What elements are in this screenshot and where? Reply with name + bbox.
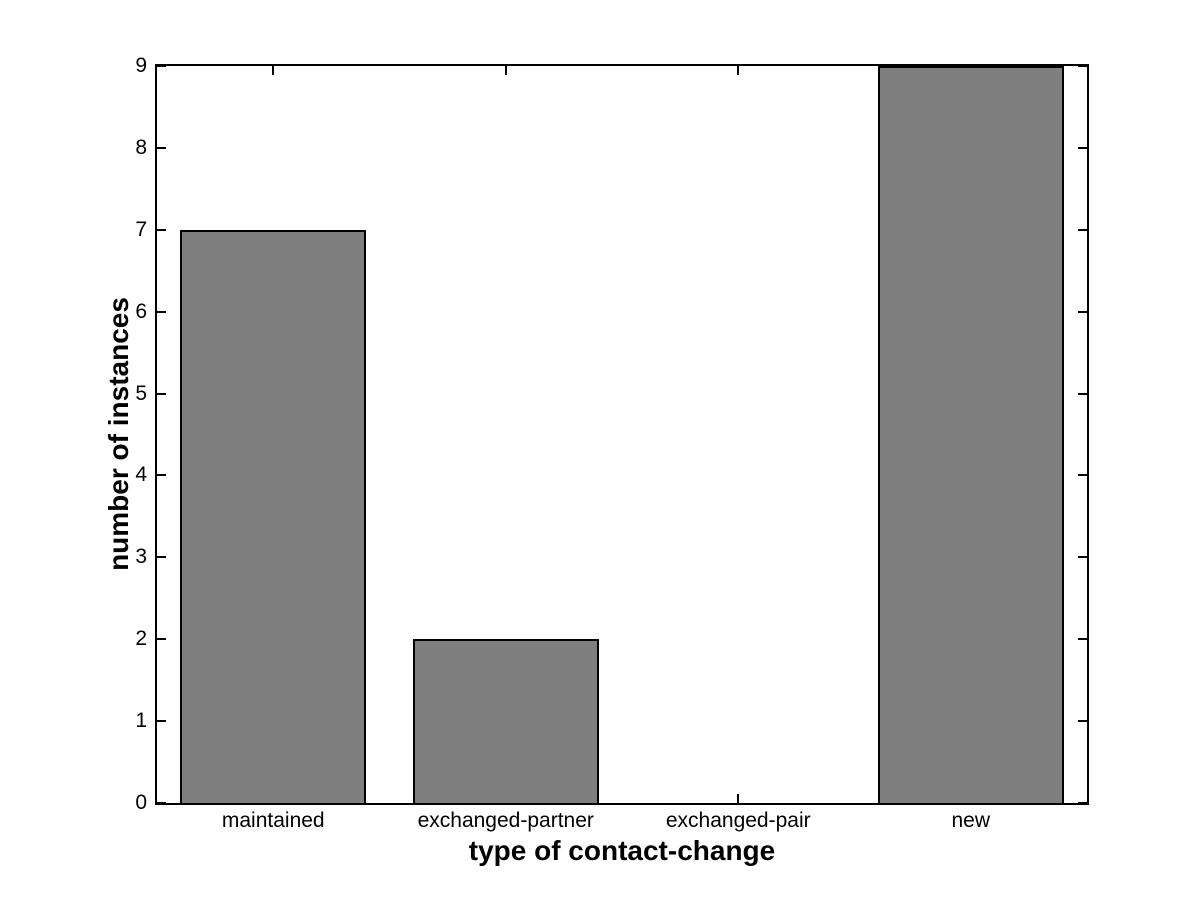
y-tick-mark-left [157,638,166,640]
y-tick-mark-left [157,393,166,395]
y-tick-label: 5 [135,381,147,405]
y-tick-mark-right [1078,474,1087,476]
x-tick-mark-top [272,66,275,75]
bar-exchanged-partner [412,639,599,803]
y-tick-mark-left [157,802,166,804]
y-tick-mark-right [1078,638,1087,640]
x-tick-mark-top [504,66,507,75]
x-tick-mark-bottom [737,794,740,803]
y-tick-label: 7 [135,217,147,241]
bars-layer [157,66,1087,803]
y-tick-mark-left [157,147,166,149]
bar-maintained [180,229,367,803]
y-tick-label: 4 [135,463,147,487]
y-tick-label: 1 [135,709,147,733]
x-tick-label: exchanged-partner [417,809,594,832]
plot-area [155,64,1089,805]
y-tick-label: 3 [135,545,147,569]
y-tick-mark-right [1078,147,1087,149]
y-tick-label: 9 [135,54,147,77]
y-tick-mark-right [1078,556,1087,558]
x-tick-mark-top [737,66,740,75]
x-axis-label: type of contact-change [468,835,776,866]
y-tick-mark-right [1078,802,1087,804]
y-tick-mark-left [157,474,166,476]
x-tick-label: exchanged-pair [665,809,811,832]
x-tick-label: new [951,809,991,832]
y-tick-mark-right [1078,720,1087,722]
y-tick-label: 2 [135,627,147,651]
y-tick-mark-left [157,65,166,67]
y-tick-label: 6 [135,299,147,323]
y-tick-label: 8 [135,135,147,159]
y-tick-label: 0 [135,791,147,814]
y-tick-mark-left [157,229,166,231]
y-tick-mark-left [157,720,166,722]
y-tick-mark-left [157,311,166,313]
y-tick-mark-right [1078,65,1087,67]
y-tick-mark-right [1078,229,1087,231]
bar-new [877,66,1064,803]
y-tick-mark-left [157,556,166,558]
x-tick-label: maintained [221,809,325,832]
y-tick-mark-right [1078,311,1087,313]
y-tick-mark-right [1078,393,1087,395]
